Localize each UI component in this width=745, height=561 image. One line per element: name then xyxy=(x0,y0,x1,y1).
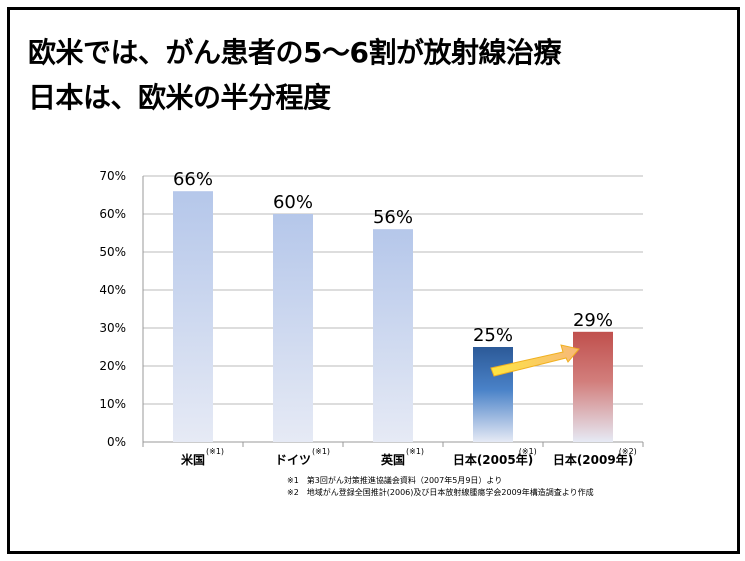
x-category-label: 日本(2005年) xyxy=(453,452,533,467)
bar xyxy=(473,347,513,442)
y-tick-label: 10% xyxy=(99,397,126,411)
slide-title: 欧米では、がん患者の5～6割が放射線治療 日本は、欧米の半分程度 xyxy=(28,30,561,120)
y-tick-label: 70% xyxy=(99,169,126,183)
title-line-1: 欧米では、がん患者の5～6割が放射線治療 xyxy=(28,36,561,69)
footnote-1: ※1 第3回がん対策推進協議会資料（2007年5月9日）より xyxy=(287,476,503,485)
x-category-label: 日本(2009年) xyxy=(553,452,633,467)
footnotes: ※1 第3回がん対策推進協議会資料（2007年5月9日）より ※2 地域がん登録… xyxy=(287,475,594,499)
category-note: (※2) xyxy=(619,447,637,456)
x-category-label: 米国 xyxy=(181,452,205,467)
title-line-2: 日本は、欧米の半分程度 xyxy=(28,81,331,114)
data-label: 56% xyxy=(373,207,413,228)
bar xyxy=(373,229,413,442)
category-note: (※1) xyxy=(519,447,537,456)
footnote-2: ※2 地域がん登録全国推計(2006)及び日本放射線腫瘍学会2009年構造調査よ… xyxy=(287,488,594,497)
x-category-label: 英国 xyxy=(381,452,405,467)
category-note: (※1) xyxy=(406,447,424,456)
y-tick-label: 0% xyxy=(107,435,126,449)
bar xyxy=(173,191,213,442)
bar xyxy=(573,331,613,442)
data-label: 29% xyxy=(573,310,613,331)
y-tick-label: 20% xyxy=(99,359,126,373)
category-note: (※1) xyxy=(206,447,224,456)
x-category-label: ドイツ xyxy=(275,453,311,467)
increase-arrow xyxy=(490,344,580,377)
y-tick-label: 30% xyxy=(99,321,126,335)
y-tick-label: 40% xyxy=(99,283,126,297)
data-label: 60% xyxy=(273,192,313,213)
bar xyxy=(273,214,313,442)
data-label: 66% xyxy=(173,169,213,190)
data-label: 25% xyxy=(473,325,513,346)
y-tick-label: 60% xyxy=(99,207,126,221)
category-note: (※1) xyxy=(312,447,330,456)
y-tick-label: 50% xyxy=(99,245,126,259)
